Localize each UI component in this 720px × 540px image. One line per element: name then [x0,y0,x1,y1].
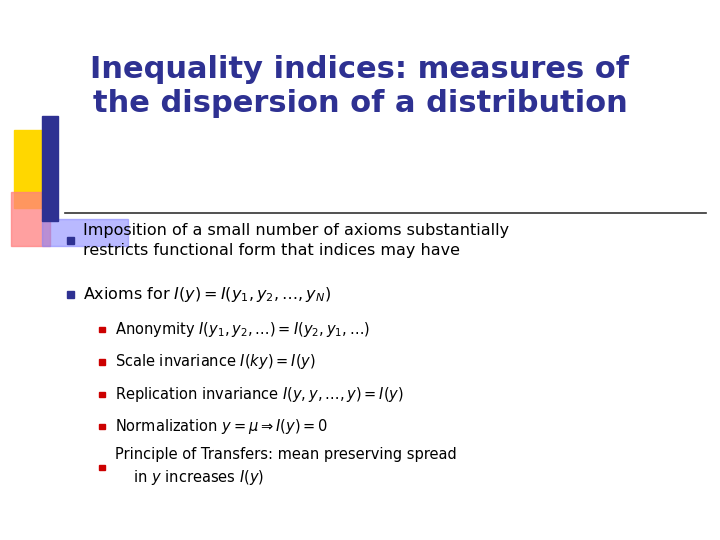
Bar [67,237,74,244]
Text: Imposition of a small number of axioms substantially
restricts functional form t: Imposition of a small number of axioms s… [83,222,509,258]
Bar [14,130,54,208]
Bar [11,192,50,246]
Text: Inequality indices: measures of
the dispersion of a distribution: Inequality indices: measures of the disp… [91,55,629,118]
Text: Principle of Transfers: mean preserving spread
    in $y$ increases $I(y)$: Principle of Transfers: mean preserving … [115,447,457,487]
Bar [99,327,105,332]
Bar [42,219,128,246]
Text: Axioms for $I(y) = I(y_1, y_2, \ldots, y_N)$: Axioms for $I(y) = I(y_1, y_2, \ldots, y… [83,285,330,304]
Bar [99,392,105,397]
Bar [99,424,105,429]
Bar [99,359,105,364]
Text: Normalization $y = \mu \Rightarrow I(y) = 0$: Normalization $y = \mu \Rightarrow I(y) … [115,417,328,436]
Bar [67,291,74,298]
Bar [42,116,58,221]
Text: Scale invariance $I(ky) = I(y)$: Scale invariance $I(ky) = I(y)$ [115,352,316,372]
Bar [99,464,105,470]
Text: Replication invariance $I(y, y, \ldots, y) = I(y)$: Replication invariance $I(y, y, \ldots, … [115,384,404,404]
Text: Anonymity $I(y_1, y_2, \ldots) = I(y_2, y_1, \ldots)$: Anonymity $I(y_1, y_2, \ldots) = I(y_2, … [115,320,371,339]
